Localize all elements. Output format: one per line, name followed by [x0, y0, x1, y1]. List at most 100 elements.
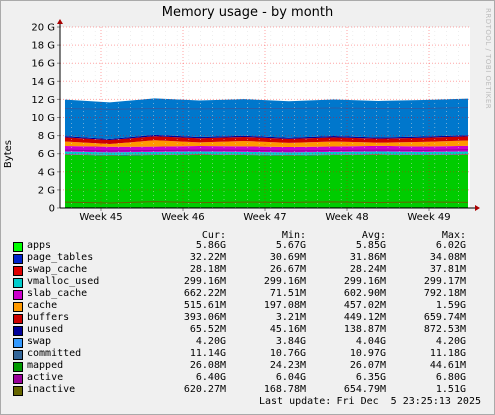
- legend-label: swap: [27, 336, 52, 347]
- legend-avg-value: 457.02M: [343, 300, 386, 311]
- area-unused: [65, 134, 468, 141]
- legend-avg-value: 299.16M: [343, 276, 386, 287]
- legend-row-unused: unused 65.52M 45.16M 138.87M 872.53M: [0, 324, 495, 336]
- legend-avg-value: 4.04G: [355, 336, 386, 347]
- legend-avg-value: 28.24M: [349, 264, 386, 275]
- rrdtool-watermark: RRDTOOL / TOBI OETIKER: [484, 8, 492, 110]
- legend-row-swap: swap 4.20G 3.84G 4.04G 4.20G: [0, 336, 495, 348]
- legend-row-slab-cache: slab_cache 662.22M 71.51M 602.90M 792.18M: [0, 288, 495, 300]
- memory-chart: 0 2 G 4 G 6 G 8 G 10 G 12 G 14 G 16 G 18 G 20 G Wee…: [31, 19, 480, 223]
- legend-cur-value: 11.14G: [189, 348, 226, 359]
- area-swap-cache: [65, 154, 468, 156]
- legend-swatch: [13, 326, 23, 336]
- legend-label: swap_cache: [27, 264, 88, 275]
- y-tick-label: 18 G: [31, 41, 55, 52]
- legend-min-value: 71.51M: [269, 288, 306, 299]
- legend-row-cache: cache 515.61M 197.08M 457.02M 1.59G: [0, 300, 495, 312]
- legend-swatch: [13, 290, 23, 300]
- last-update-date: Fri Dec 5 23:25:13 2025: [336, 396, 482, 407]
- legend-label: cache: [27, 300, 58, 311]
- legend-max-value: 1.51G: [435, 384, 466, 395]
- legend-max-value: 872.53M: [423, 324, 466, 335]
- legend-swatch: [13, 242, 23, 252]
- y-axis-arrow-icon: [57, 19, 63, 24]
- area-page-tables: [65, 154, 468, 156]
- area-buffers: [65, 136, 468, 145]
- legend-row-apps: apps 5.86G 5.67G 5.85G 6.02G: [0, 240, 495, 252]
- legend-max-value: 792.18M: [423, 288, 466, 299]
- legend-avg-value: 31.86M: [349, 252, 386, 263]
- legend-swatch: [13, 338, 23, 348]
- y-tick-label: 0: [49, 204, 55, 215]
- legend-swatch: [13, 350, 23, 360]
- legend-min-value: 3.21M: [275, 312, 306, 323]
- legend-min-value: 168.78M: [263, 384, 306, 395]
- legend-max-value: 1.59G: [435, 300, 466, 311]
- area-swap: [65, 98, 468, 139]
- line-active: [64, 149, 469, 152]
- legend-cur-value: 393.06M: [183, 312, 226, 323]
- legend-swatch: [13, 314, 23, 324]
- y-tick-label: 6 G: [38, 149, 55, 160]
- legend-min-value: 299.16M: [263, 276, 306, 287]
- legend-swatch: [13, 386, 23, 396]
- legend-swatch: [13, 362, 23, 372]
- legend-label: mapped: [27, 360, 64, 371]
- y-tick-label: 2 G: [38, 185, 55, 196]
- legend-cur-value: 6.40G: [195, 372, 226, 383]
- y-tick-label: 12 G: [31, 95, 55, 106]
- legend-avg-value: 654.79M: [343, 384, 386, 395]
- header-avg: Avg:: [361, 230, 386, 241]
- legend-avg-value: 138.87M: [343, 324, 386, 335]
- legend-max-value: 37.81M: [429, 264, 466, 275]
- chart-title: Memory usage - by month: [161, 5, 334, 20]
- legend-swatch: [13, 254, 23, 264]
- legend-cur-value: 515.61M: [183, 300, 226, 311]
- legend-swatch: [13, 302, 23, 312]
- legend-row-mapped: mapped 26.08M 24.23M 26.07M 44.61M: [0, 360, 495, 372]
- legend-max-value: 6.80G: [435, 372, 466, 383]
- legend-max-value: 299.17M: [423, 276, 466, 287]
- legend-label: apps: [27, 240, 52, 251]
- legend-cur-value: 65.52M: [189, 324, 226, 335]
- legend-label: inactive: [27, 384, 76, 395]
- legend-label: committed: [27, 348, 82, 359]
- x-tick-label: Week 48: [325, 212, 368, 223]
- legend-max-value: 44.61M: [429, 360, 466, 371]
- header-min: Min:: [281, 230, 306, 241]
- legend-min-value: 5.67G: [275, 240, 306, 251]
- legend-cur-value: 620.27M: [183, 384, 226, 395]
- area-apps: [65, 154, 468, 208]
- y-tick-label: 20 G: [31, 23, 55, 34]
- legend-swatch: [13, 278, 23, 288]
- header-max: Max:: [441, 230, 466, 241]
- legend-row-committed: committed 11.14G 10.76G 10.97G 11.18G: [0, 348, 495, 360]
- legend-min-value: 24.23M: [269, 360, 306, 371]
- header-cur: Cur:: [201, 230, 226, 241]
- legend-min-value: 30.69M: [269, 252, 306, 263]
- x-tick-label: Week 46: [161, 212, 204, 223]
- legend-cur-value: 299.16M: [183, 276, 226, 287]
- legend-min-value: 10.76G: [269, 348, 306, 359]
- legend-min-value: 3.84G: [275, 336, 306, 347]
- area-slab-cache: [65, 145, 468, 153]
- y-tick-label: 16 G: [31, 59, 55, 70]
- legend-label: unused: [27, 324, 64, 335]
- line-inactive: [64, 201, 469, 204]
- legend-avg-value: 602.90M: [343, 288, 386, 299]
- legend-row-swap-cache: swap_cache 28.18M 26.67M 28.24M 37.81M: [0, 264, 495, 276]
- legend-row-active: active 6.40G 6.04G 6.35G 6.80G: [0, 372, 495, 384]
- legend-label: page_tables: [27, 252, 94, 263]
- legend-avg-value: 6.35G: [355, 372, 386, 383]
- legend-avg-value: 26.07M: [349, 360, 386, 371]
- legend-max-value: 34.08M: [429, 252, 466, 263]
- x-tick-label: Week 47: [243, 212, 286, 223]
- legend-max-value: 11.18G: [429, 348, 466, 359]
- area-cache: [65, 140, 468, 148]
- legend-swatch: [13, 266, 23, 276]
- legend-max-value: 6.02G: [435, 240, 466, 251]
- legend-cur-value: 662.22M: [183, 288, 226, 299]
- x-tick-label: Week 49: [407, 212, 450, 223]
- legend-max-value: 659.74M: [423, 312, 466, 323]
- y-tick-label: 8 G: [38, 131, 55, 142]
